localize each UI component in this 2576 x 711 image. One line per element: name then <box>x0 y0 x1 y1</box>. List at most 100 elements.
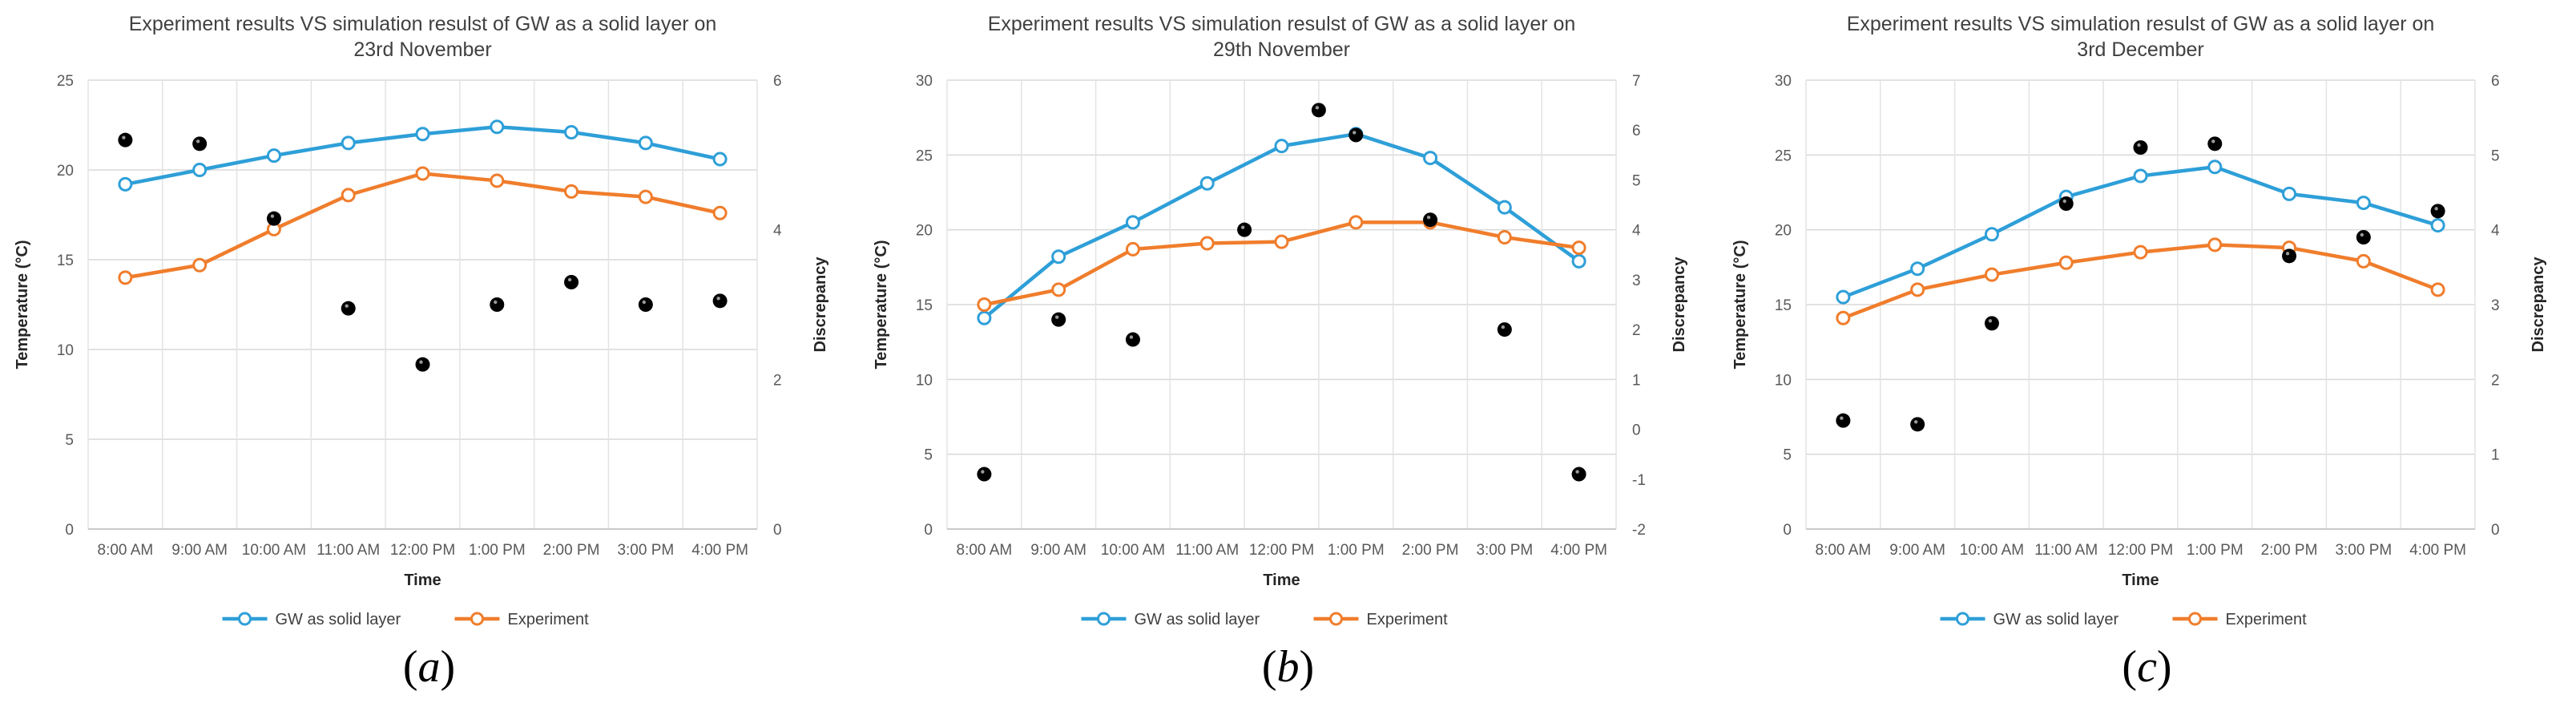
legend-label-experiment: Experiment <box>1367 611 1449 628</box>
discrepancy-point <box>1311 103 1326 118</box>
series-marker-gw-as-solid-layer <box>2207 160 2223 175</box>
x-tick-label: 4:00 PM <box>1550 542 1607 559</box>
series-marker-gw-as-solid-layer <box>2282 186 2297 201</box>
x-tick-label: 2:00 PM <box>543 542 600 559</box>
y2-axis-title: Discrepancy <box>812 257 829 353</box>
y-tick-label: 0 <box>924 522 933 539</box>
y2-tick-label: -2 <box>1632 522 1646 539</box>
series-marker-gw-as-solid-layer <box>2133 168 2148 184</box>
discrepancy-point-highlight <box>716 297 720 301</box>
x-tick-label: 12:00 PM <box>390 542 455 559</box>
discrepancy-point-highlight <box>270 214 275 218</box>
x-tick-label: 11:00 AM <box>1175 542 1239 559</box>
series-marker-gw-as-solid-layer <box>192 163 208 177</box>
discrepancy-point <box>2282 248 2297 264</box>
y-tick-label: 10 <box>57 342 74 359</box>
discrepancy-point-highlight <box>2360 232 2364 237</box>
x-tick-label: 2:00 PM <box>2261 542 2318 559</box>
x-axis-title: Time <box>1263 572 1300 589</box>
series-marker-gw-as-solid-layer <box>1571 253 1586 269</box>
series-marker-gw-as-solid-layer <box>490 119 505 135</box>
y-tick-label: 5 <box>1783 447 1792 464</box>
discrepancy-point <box>1836 413 1851 428</box>
series-marker-gw-as-solid-layer <box>118 176 133 192</box>
x-tick-label: 8:00 AM <box>1816 542 1872 559</box>
series-marker-experiment <box>2207 237 2223 252</box>
panel-letter-b: b <box>1276 642 1300 692</box>
panel-label-a: (a) <box>402 642 456 692</box>
series-marker-experiment <box>1274 234 1289 249</box>
discrepancy-point <box>266 211 281 226</box>
series-marker-experiment <box>1836 310 1851 325</box>
legend-marker-experiment <box>470 612 484 626</box>
series-marker-gw-as-solid-layer <box>341 135 356 151</box>
series-marker-gw-as-solid-layer <box>1910 261 1925 277</box>
discrepancy-point-highlight <box>642 300 647 305</box>
y2-tick-label: 3 <box>2491 297 2500 314</box>
y2-tick-label: 6 <box>2491 73 2500 90</box>
legend-label-gw-as-solid-layer: GW as solid layer <box>276 611 401 628</box>
discrepancy-point <box>192 136 208 151</box>
y2-tick-label: 3 <box>1632 273 1641 289</box>
y2-tick-label: 0 <box>773 522 782 539</box>
discrepancy-point <box>1125 332 1140 347</box>
discrepancy-point-highlight <box>2211 139 2215 143</box>
discrepancy-point-highlight <box>1988 319 1993 323</box>
series-marker-experiment <box>638 189 653 204</box>
discrepancy-point <box>415 357 430 372</box>
chart-panel-b: Experiment results VS simulation resulst… <box>859 0 1717 711</box>
series-marker-experiment <box>2430 282 2445 297</box>
y-axis-title: Temperature (°C) <box>1731 240 1749 370</box>
chart-a: Experiment results VS simulation resulst… <box>14 13 829 628</box>
discrepancy-point-highlight <box>1913 420 1918 424</box>
panel-label-c: (c) <box>2122 642 2172 692</box>
discrepancy-point <box>1910 417 1925 432</box>
discrepancy-point-highlight <box>1426 216 1431 220</box>
discrepancy-point-highlight <box>2137 143 2141 147</box>
discrepancy-point-highlight <box>1129 335 1134 339</box>
x-tick-label: 10:00 AM <box>242 542 306 559</box>
series-marker-experiment <box>118 270 133 285</box>
discrepancy-point <box>118 132 133 147</box>
y-tick-label: 25 <box>57 73 74 90</box>
y-tick-label: 5 <box>924 447 933 464</box>
discrepancy-point-highlight <box>196 139 200 143</box>
legend-marker-gw-as-solid-layer <box>238 612 252 626</box>
discrepancy-point <box>564 275 579 289</box>
legend-label-gw-as-solid-layer: GW as solid layer <box>1993 611 2119 628</box>
series-marker-experiment <box>1348 215 1364 230</box>
series-marker-gw-as-solid-layer <box>1836 289 1851 305</box>
y2-axis-title: Discrepancy <box>2530 257 2547 353</box>
y-tick-label: 10 <box>916 372 933 389</box>
series-line-gw-as-solid-layer <box>1842 165 2439 299</box>
chart-title-line: Experiment results VS simulation resulst… <box>988 13 1576 35</box>
x-axis-title: Time <box>2122 572 2159 589</box>
discrepancy-point <box>2207 136 2223 151</box>
y2-tick-label: 4 <box>2491 223 2500 240</box>
x-tick-label: 4:00 PM <box>691 542 748 559</box>
panel-letter-c: c <box>2137 642 2157 692</box>
series-marker-experiment <box>1910 282 1925 297</box>
chart-title-line: 29th November <box>1213 38 1350 61</box>
y2-tick-label: 1 <box>1632 372 1641 389</box>
x-tick-label: 10:00 AM <box>1960 542 2024 559</box>
legend-label-gw-as-solid-layer: GW as solid layer <box>1135 611 1260 628</box>
chart-panel-a: Experiment results VS simulation resulst… <box>0 0 858 711</box>
series-marker-gw-as-solid-layer <box>564 124 579 139</box>
series-marker-experiment <box>1125 241 1140 257</box>
discrepancy-point-highlight <box>419 360 423 364</box>
x-axis-title: Time <box>404 572 441 589</box>
y2-tick-label: 5 <box>1632 172 1641 189</box>
discrepancy-point-highlight <box>981 470 985 474</box>
series-marker-gw-as-solid-layer <box>2356 196 2371 211</box>
series-line-gw-as-solid-layer <box>982 131 1580 320</box>
y2-tick-label: 0 <box>1632 422 1641 439</box>
x-tick-label: 4:00 PM <box>2409 542 2466 559</box>
discrepancy-point-highlight <box>494 300 498 305</box>
x-tick-label: 1:00 PM <box>2187 542 2243 559</box>
series-line-experiment <box>125 172 721 280</box>
discrepancy-point <box>1571 467 1586 482</box>
legend-label-experiment: Experiment <box>2226 611 2308 628</box>
series-marker-gw-as-solid-layer <box>2430 218 2445 233</box>
y2-tick-label: 6 <box>773 73 782 90</box>
